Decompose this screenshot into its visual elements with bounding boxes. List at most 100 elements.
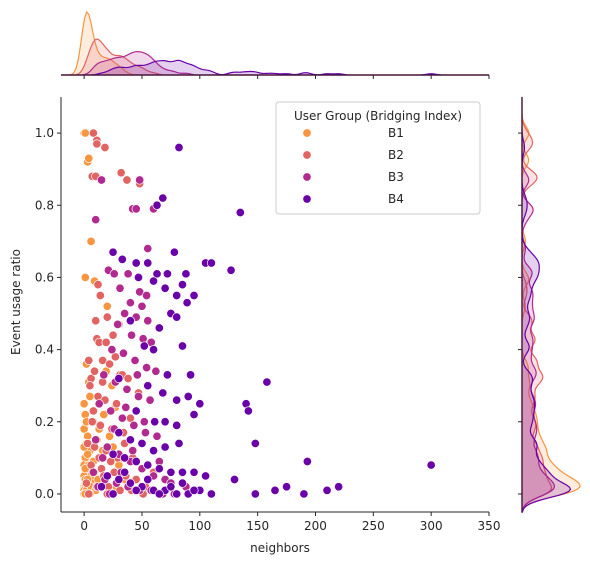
x-tick-label: 300	[420, 519, 443, 533]
point-b4	[131, 258, 141, 268]
point-b3	[106, 406, 116, 416]
point-b4	[152, 200, 162, 210]
point-b4	[160, 283, 170, 293]
point-b2	[101, 337, 111, 347]
point-b4	[299, 489, 309, 499]
point-b4	[120, 453, 130, 463]
point-b4	[108, 489, 118, 499]
point-b1	[83, 449, 93, 459]
legend-label-b3: B3	[388, 170, 404, 184]
point-b2	[108, 330, 118, 340]
point-b3	[151, 366, 161, 376]
x-tick-label: 150	[246, 519, 269, 533]
x-axis-label: neighbors	[250, 541, 310, 555]
point-b4	[133, 272, 144, 282]
point-b4	[189, 467, 199, 477]
point-b2	[85, 381, 95, 391]
point-b3	[91, 215, 101, 225]
point-b2	[116, 168, 126, 178]
point-b4	[131, 456, 141, 467]
point-b3	[133, 391, 144, 402]
point-b4	[181, 269, 191, 279]
point-b3	[125, 298, 135, 308]
point-b2	[87, 417, 97, 427]
point-b2	[100, 142, 110, 153]
point-b4	[102, 471, 112, 481]
legend-marker-b1	[302, 128, 312, 138]
point-b3	[109, 269, 119, 279]
point-b4	[114, 428, 124, 438]
point-b4	[177, 467, 188, 477]
point-b4	[125, 316, 135, 326]
point-b3	[128, 446, 138, 456]
point-b4	[160, 442, 170, 452]
point-b4	[177, 280, 188, 290]
y-tick-label: 0.8	[35, 198, 54, 212]
point-b4	[282, 482, 292, 492]
legend-label-b2: B2	[388, 148, 404, 162]
y-tick-label: 0.0	[35, 487, 54, 501]
point-b3	[135, 175, 145, 185]
point-b1	[85, 391, 95, 402]
point-b4	[114, 373, 124, 384]
point-b4	[158, 388, 168, 398]
point-b4	[172, 420, 182, 430]
legend-title: User Group (Bridging Index)	[294, 109, 462, 123]
point-b2	[89, 366, 100, 376]
x-tick-label: 0	[80, 519, 88, 533]
point-b4	[186, 370, 196, 380]
point-b3	[117, 413, 127, 423]
point-b3	[152, 431, 162, 441]
point-b2	[105, 359, 115, 369]
point-b2	[84, 355, 94, 365]
point-b4	[143, 460, 153, 470]
point-b3	[118, 348, 129, 358]
point-b4	[169, 247, 179, 257]
point-b4	[189, 485, 199, 495]
point-b3	[142, 290, 152, 301]
point-b4	[226, 265, 236, 275]
point-b4	[262, 377, 272, 387]
top-marginal-kde	[61, 10, 490, 79]
y-tick-label: 1.0	[35, 126, 54, 140]
point-b3	[121, 402, 131, 412]
point-b2	[84, 489, 94, 499]
point-b4	[172, 312, 182, 322]
point-b3	[145, 395, 155, 405]
point-b3	[137, 301, 147, 311]
point-b4	[201, 471, 211, 481]
point-b4	[154, 464, 164, 474]
point-b1	[79, 399, 89, 409]
point-b2	[93, 280, 103, 290]
point-b3	[122, 384, 132, 394]
legend: User Group (Bridging Index) B1 B2 B3 B4	[275, 101, 481, 215]
point-b2	[122, 175, 132, 185]
point-b3	[132, 370, 142, 380]
point-b2	[111, 399, 122, 409]
point-b3	[96, 175, 107, 185]
point-b2	[88, 128, 98, 138]
legend-frame	[275, 101, 481, 215]
y-tick-label: 0.6	[35, 270, 54, 284]
point-b4	[166, 467, 176, 477]
point-b4	[250, 438, 260, 448]
point-b4	[189, 410, 199, 420]
point-b3	[107, 345, 117, 355]
point-b4	[125, 435, 135, 445]
point-b1	[80, 272, 90, 282]
point-b4	[137, 438, 147, 448]
point-b2	[92, 139, 102, 149]
point-b4	[143, 258, 153, 268]
point-b4	[250, 489, 260, 499]
point-b3	[94, 399, 104, 409]
x-tick-label: 100	[188, 519, 211, 533]
point-b4	[182, 298, 192, 308]
point-b2	[95, 420, 105, 430]
point-b4	[172, 290, 182, 301]
point-b4	[183, 391, 193, 402]
point-b4	[162, 269, 172, 279]
point-b2	[91, 316, 101, 326]
point-b1	[80, 128, 90, 138]
point-b1	[102, 301, 112, 311]
